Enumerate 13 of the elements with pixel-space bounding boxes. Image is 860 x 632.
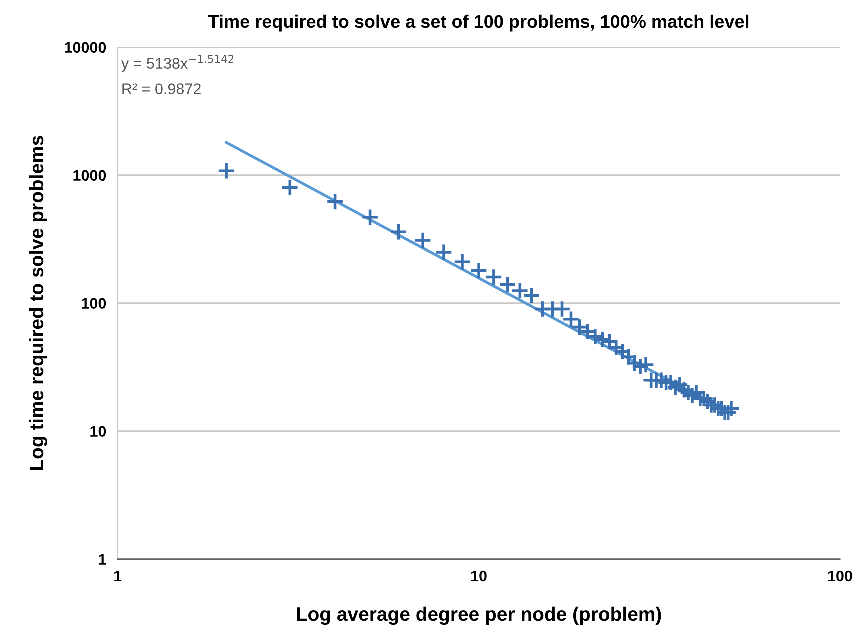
annotation: R² = 0.9872 (122, 84, 201, 94)
y-tick-label: 100 (82, 298, 106, 310)
y-tick-label: 1 (99, 554, 106, 565)
y-axis-title: Log time required to solve problems (29, 136, 48, 470)
x-tick-label: 10 (471, 570, 487, 582)
x-axis-title: Log average degree per node (problem) (297, 606, 662, 626)
annotation: y = 5138x$^{−1.5142}$ (121, 55, 234, 72)
y-tick-label: 10000 (65, 42, 106, 54)
y-tick-label: 1000 (74, 170, 106, 182)
x-tick-label: 100 (828, 570, 852, 582)
y-tick-label: 10 (90, 426, 106, 438)
x-tick-label: 1 (114, 570, 122, 582)
chart-title: Time required to solve a set of 100 problems, 100% match level (208, 14, 749, 32)
